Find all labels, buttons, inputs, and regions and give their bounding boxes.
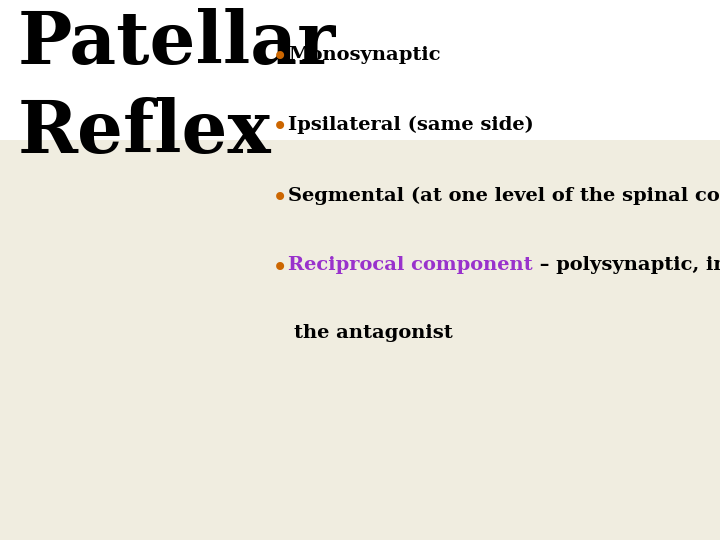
Ellipse shape	[0, 38, 124, 113]
Text: the antagonist: the antagonist	[294, 324, 452, 342]
FancyBboxPatch shape	[0, 140, 720, 540]
FancyBboxPatch shape	[0, 0, 720, 140]
Text: Segmental (at one level of the spinal cord): Segmental (at one level of the spinal co…	[288, 186, 720, 205]
Text: – polysynaptic, inhibition of: – polysynaptic, inhibition of	[533, 256, 720, 274]
Text: •: •	[272, 43, 289, 71]
Text: Reciprocal component: Reciprocal component	[288, 256, 533, 274]
Text: Monosynaptic: Monosynaptic	[288, 46, 441, 64]
Text: •: •	[272, 254, 289, 282]
Text: •: •	[272, 113, 289, 141]
Text: Reflex: Reflex	[18, 97, 271, 168]
Text: Ipsilateral (same side): Ipsilateral (same side)	[288, 116, 534, 134]
Text: •: •	[272, 184, 289, 212]
Text: Patellar: Patellar	[18, 8, 336, 79]
